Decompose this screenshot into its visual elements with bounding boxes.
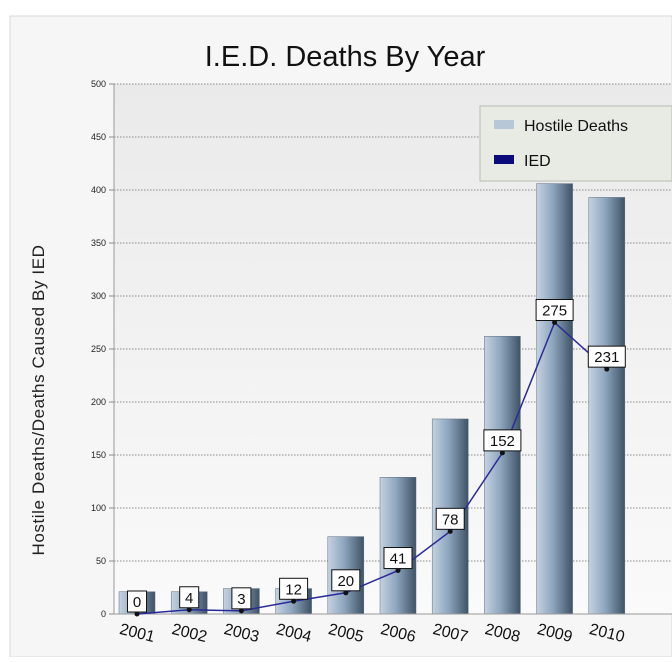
ied-point (343, 590, 349, 596)
ied-point (447, 528, 453, 534)
ied-data-label: 0 (133, 594, 141, 611)
ied-data-label: 12 (285, 581, 302, 598)
y-tick-label: 300 (91, 291, 106, 301)
gridlines (109, 83, 672, 615)
ied-point (604, 366, 610, 372)
ied-point (552, 320, 558, 325)
ied-data-label: 275 (542, 303, 567, 320)
ied-point (186, 607, 192, 613)
legend: Hostile Deaths IED (479, 105, 672, 182)
ied-data-label: 4 (185, 590, 193, 607)
chart-title: I.E.D. Deaths By Year (205, 41, 486, 73)
ied-point (499, 450, 505, 456)
y-tick-label: 500 (91, 79, 106, 89)
y-axis-label: Hostile Deaths/Deaths Caused By IED (29, 244, 48, 555)
y-tick-label: 400 (91, 185, 106, 195)
ied-data-label-box (535, 299, 574, 321)
y-tick-label: 450 (91, 132, 106, 142)
legend-label-hostile-deaths: Hostile Deaths (524, 118, 628, 135)
y-tick-label: 200 (91, 397, 106, 407)
ied-data-label: 152 (490, 433, 515, 450)
ied-data-label-box (179, 586, 200, 609)
legend-label-ied: IED (524, 153, 551, 170)
ied-data-label-box (279, 577, 309, 600)
ied-data-label: 20 (337, 573, 354, 590)
ied-data-label-box (435, 507, 465, 530)
ied-data-label: 78 (442, 511, 459, 528)
ied-data-label-box (127, 590, 147, 613)
bar-hostile-deaths (588, 197, 626, 615)
ied-data-label: 3 (237, 591, 245, 608)
legend-swatch-ied (494, 155, 514, 164)
ied-line-series: 0 4 3 12 20 41 78 152 275 231 (127, 299, 626, 617)
y-tick-label: 150 (91, 450, 106, 460)
y-tick-label: 0 (101, 609, 106, 619)
ied-data-label-box (231, 587, 252, 610)
ied-line (136, 321, 608, 615)
legend-box (479, 105, 672, 182)
y-tick-labels: 0 50 100 150 200 250 300 350 400 450 500 (91, 79, 106, 619)
ied-data-label-box (331, 569, 361, 592)
ied-point (395, 568, 401, 574)
bar-hostile-deaths (536, 183, 573, 615)
ied-point (134, 611, 140, 617)
ied-data-label-box (483, 429, 522, 452)
y-tick-label: 250 (91, 344, 106, 354)
ied-data-label-box (587, 345, 626, 368)
y-tick-label: 350 (91, 238, 106, 248)
bar-hostile-deaths (379, 477, 417, 615)
y-tick-label: 100 (91, 503, 106, 513)
ied-data-label-box (383, 547, 413, 570)
ied-data-label: 231 (594, 349, 619, 366)
legend-swatch-hostile-deaths (494, 120, 514, 129)
y-tick-label: 50 (96, 556, 106, 566)
ied-point (238, 608, 244, 614)
bar-hostile-deaths (484, 336, 521, 615)
ied-data-label: 41 (390, 551, 407, 568)
ied-point (291, 598, 297, 604)
